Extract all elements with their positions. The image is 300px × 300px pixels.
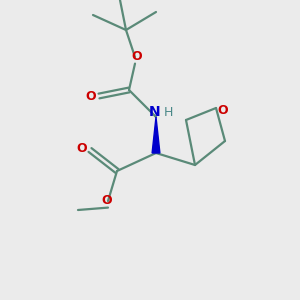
Text: O: O	[131, 50, 142, 64]
Text: O: O	[76, 142, 87, 155]
Text: O: O	[85, 89, 96, 103]
Text: O: O	[101, 194, 112, 208]
Text: H: H	[164, 106, 173, 119]
Text: N: N	[149, 106, 160, 119]
Text: O: O	[217, 104, 228, 118]
Polygon shape	[152, 117, 160, 153]
